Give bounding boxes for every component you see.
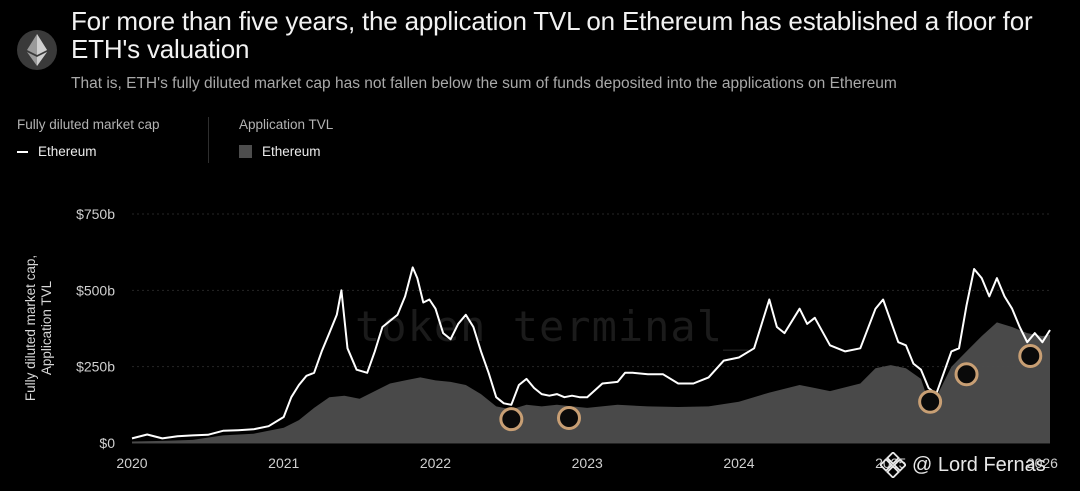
watermark: token terminal_ [355, 302, 750, 351]
legend-group-market-cap: Fully diluted market cap Ethereum [17, 117, 160, 159]
legend-item-market-cap[interactable]: Ethereum [17, 144, 160, 159]
chart-title: For more than five years, the applicatio… [71, 6, 1033, 64]
market-cap-line [131, 266, 1051, 440]
area-swatch [239, 145, 252, 158]
floor-touch-marker [954, 362, 979, 387]
x-tick-label: 2024 [723, 455, 754, 471]
x-tick-label: 2023 [572, 455, 603, 471]
x-tick-label: 2022 [420, 455, 451, 471]
legend-item-tvl[interactable]: Ethereum [239, 144, 333, 159]
legend-heading: Fully diluted market cap [17, 117, 160, 132]
y-tick-label: $250b [76, 359, 115, 375]
ethereum-logo [17, 30, 57, 70]
floor-touch-marker [918, 389, 943, 414]
x-tick-label: 2020 [116, 455, 147, 471]
y-tick-label: $500b [76, 282, 115, 298]
floor-touch-marker [556, 405, 581, 430]
binance-square-icon [880, 452, 906, 478]
legend-divider [208, 117, 209, 163]
credit-text: @ Lord Fernas [912, 453, 1046, 476]
y-tick-label: $750b [76, 206, 115, 222]
line-swatch [17, 150, 28, 153]
legend-item-label: Ethereum [38, 144, 97, 159]
y-axis-label: Application TVL [39, 280, 54, 375]
ethereum-diamond-icon [27, 34, 47, 66]
legend-heading: Application TVL [239, 117, 334, 132]
x-tick-label: 2026 [1027, 455, 1058, 471]
legend-group-tvl: Application TVL Ethereum [239, 117, 333, 159]
chart-subtitle: That is, ETH's fully diluted market cap … [71, 75, 897, 92]
floor-touch-marker [1018, 343, 1043, 368]
floor-touch-marker [499, 407, 524, 432]
legend-item-label: Ethereum [262, 144, 321, 159]
author-credit: @ Lord Fernas [880, 452, 1046, 478]
y-axis-label: Fully diluted market cap, [23, 255, 38, 401]
x-tick-label: 2021 [268, 455, 299, 471]
tvl-area [132, 322, 1050, 443]
y-tick-label: $0 [99, 435, 115, 451]
